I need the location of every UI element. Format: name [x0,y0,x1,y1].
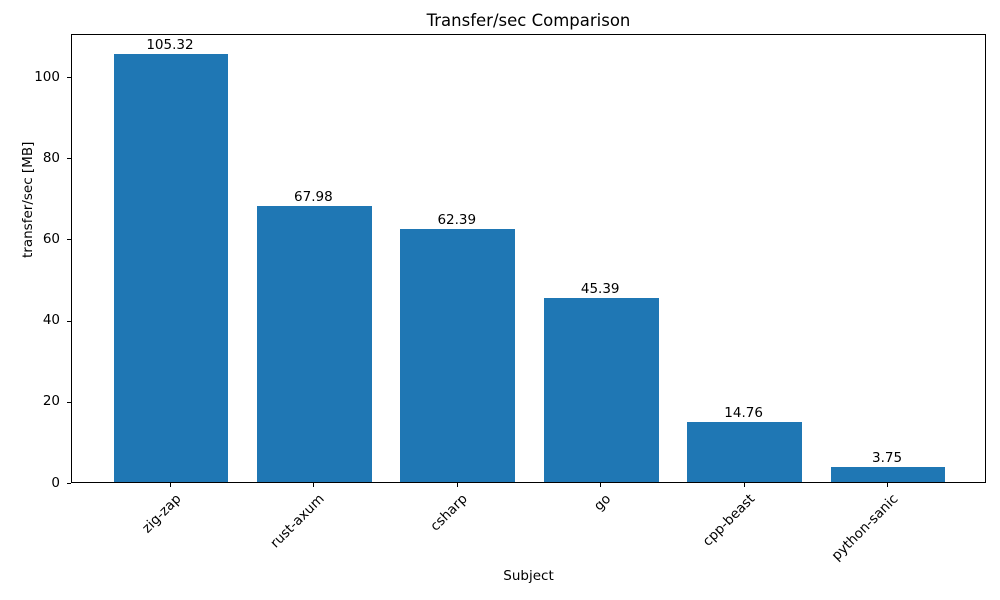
x-tick-label: cpp-beast [699,491,758,550]
bar-value-label: 14.76 [724,405,763,422]
x-tick-label: zig-zap [138,491,185,537]
x-tick-label: python-sanic [828,491,902,564]
bar-value-label: 105.32 [146,37,194,54]
y-tick-label: 20 [42,393,60,410]
bar-csharp [400,228,516,482]
y-tick-label: 40 [42,312,60,329]
x-tick-label: go [591,491,615,515]
bar-value-label: 3.75 [872,449,903,466]
y-tick [67,239,71,241]
x-tick [743,483,745,487]
bar-zig-zap [113,54,229,482]
y-tick-label: 100 [34,68,60,85]
bar-value-label: 67.98 [294,189,333,206]
y-tick [67,483,71,484]
x-tick [456,483,458,487]
y-tick-label: 0 [51,474,60,491]
x-axis-label: Subject [503,568,554,584]
x-tick-label: rust-axum [267,491,328,552]
bar-rust-axum [257,206,372,482]
bar-python-sanic [830,466,946,482]
x-tick-label: csharp [427,491,472,535]
x-tick [313,483,315,487]
y-tick [67,401,71,403]
bar-go [543,297,659,482]
bar-cpp-beast [687,422,802,482]
chart-title: Transfer/sec Comparison [426,11,631,30]
y-tick [67,158,71,160]
y-tick-label: 80 [42,149,60,166]
y-tick [67,77,71,79]
bar-value-label: 62.39 [437,211,477,228]
x-tick [169,483,171,487]
y-tick-label: 60 [42,230,60,247]
x-tick [600,483,602,487]
y-axis-label: transfer/sec [MB] [20,141,36,258]
plot-area [71,34,986,483]
bar-value-label: 45.39 [580,280,620,297]
x-tick [887,483,889,487]
y-tick [67,320,71,322]
